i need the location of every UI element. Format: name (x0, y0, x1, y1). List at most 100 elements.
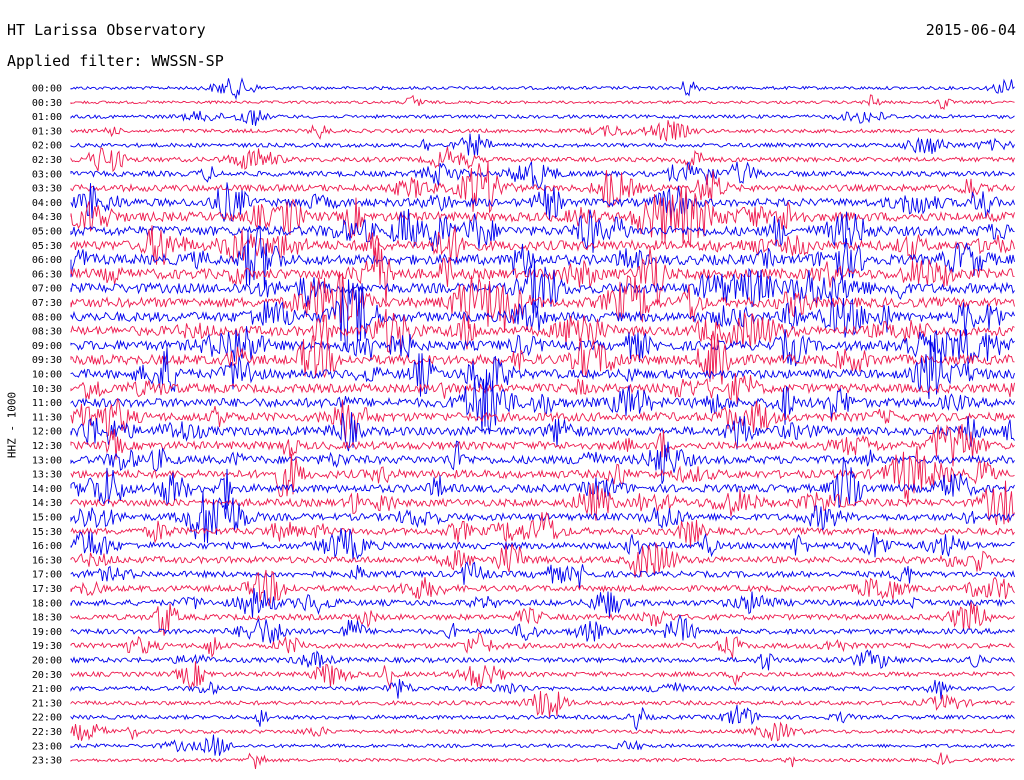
trace-time-label: 10:30 (32, 384, 62, 395)
trace-time-label: 15:30 (32, 527, 62, 538)
trace-time-label: 00:30 (32, 98, 62, 109)
seismic-trace-line (70, 412, 1015, 452)
trace-time-label: 17:00 (32, 570, 62, 581)
seismic-trace-line (70, 225, 1015, 289)
seismic-trace-line (70, 424, 1015, 467)
seismic-trace-line (70, 601, 1015, 636)
seismic-trace-line (70, 308, 1015, 353)
seismic-trace-line (70, 649, 1015, 671)
trace-time-label: 11:30 (32, 412, 62, 423)
trace-time-label: 19:30 (32, 641, 62, 652)
trace-time-label: 04:30 (32, 212, 62, 223)
trace-time-label: 02:30 (32, 155, 62, 166)
trace-time-label: 07:00 (32, 284, 62, 295)
trace-time-label: 01:00 (32, 112, 62, 123)
seismic-trace-line (70, 705, 1015, 731)
seismic-trace-line (70, 561, 1015, 589)
trace-time-label: 10:00 (32, 370, 62, 381)
trace-time-label: 16:00 (32, 541, 62, 552)
seismic-trace-line (70, 480, 1015, 526)
trace-time-label: 20:30 (32, 670, 62, 681)
trace-time-label: 11:00 (32, 398, 62, 409)
seismic-trace-line (70, 326, 1015, 367)
trace-time-label: 05:00 (32, 227, 62, 238)
trace-time-label: 06:30 (32, 269, 62, 280)
seismic-trace-line (70, 632, 1015, 659)
trace-time-label: 09:00 (32, 341, 62, 352)
trace-time-label: 04:00 (32, 198, 62, 209)
seismic-trace-line (70, 528, 1015, 561)
trace-time-label: 13:00 (32, 455, 62, 466)
seismic-trace-line (70, 208, 1015, 253)
seismic-trace-line (70, 161, 1015, 190)
trace-time-label: 05:30 (32, 241, 62, 252)
seismic-trace-line (70, 679, 1015, 700)
trace-time-label: 23:30 (32, 756, 62, 767)
seismic-trace-line (70, 333, 1015, 385)
seismic-trace-line (70, 398, 1015, 442)
trace-time-label: 18:00 (32, 598, 62, 609)
seismic-trace-line (70, 511, 1015, 547)
seismic-trace-line (70, 335, 1015, 400)
seismic-trace-line (70, 225, 1015, 265)
applied-filter: Applied filter: WWSSN-SP (7, 52, 224, 70)
trace-time-label: 07:30 (32, 298, 62, 309)
trace-time-label: 01:30 (32, 126, 62, 137)
seismic-trace-line (70, 373, 1015, 404)
observatory-title: HT Larissa Observatory (7, 21, 206, 39)
trace-time-label: 13:30 (32, 470, 62, 481)
trace-time-label: 14:30 (32, 498, 62, 509)
trace-time-label: 18:30 (32, 613, 62, 624)
seismic-trace-line (70, 588, 1015, 619)
trace-time-label: 00:00 (32, 84, 62, 95)
seismic-trace-line (70, 279, 1015, 352)
trace-time-label: 12:00 (32, 427, 62, 438)
seismic-trace-line (70, 614, 1015, 644)
seismic-trace-line (70, 182, 1015, 222)
trace-time-label: 08:00 (32, 312, 62, 323)
trace-time-label: 17:30 (32, 584, 62, 595)
trace-time-label: 08:30 (32, 327, 62, 338)
trace-time-label: 03:30 (32, 184, 62, 195)
seismic-trace-line (70, 721, 1015, 742)
seismic-trace-line (70, 238, 1015, 304)
seismic-trace-line (70, 458, 1015, 510)
trace-time-label: 19:00 (32, 627, 62, 638)
seismic-trace-line (70, 186, 1015, 247)
trace-time-label: 16:30 (32, 555, 62, 566)
seismic-trace-line (70, 752, 1015, 769)
trace-time-label: 22:30 (32, 727, 62, 738)
seismic-trace-line (70, 77, 1015, 101)
record-date: 2015-06-04 (925, 21, 1016, 39)
trace-time-label: 06:00 (32, 255, 62, 266)
seismic-traces (70, 77, 1015, 769)
trace-time-label: 21:00 (32, 684, 62, 695)
seismic-trace-line (70, 446, 1015, 503)
trace-time-label: 12:30 (32, 441, 62, 452)
seismic-trace-line (70, 133, 1015, 157)
trace-time-label: 02:00 (32, 141, 62, 152)
seismic-trace-line (70, 94, 1015, 110)
trace-time-label: 15:00 (32, 513, 62, 524)
seismic-trace-line (70, 146, 1015, 173)
seismic-trace-line (70, 120, 1015, 142)
seismic-trace-line (70, 110, 1015, 126)
trace-time-label: 20:00 (32, 656, 62, 667)
trace-time-label: 14:00 (32, 484, 62, 495)
time-tick-labels: 00:00 00:30 01:00 01:30 02:00 02:30 03:00 03:30… (32, 84, 62, 767)
seismic-trace-line (70, 690, 1015, 718)
seismic-trace-line (70, 440, 1015, 484)
seismic-trace-line (70, 661, 1015, 690)
seismic-trace-line (70, 734, 1015, 756)
trace-time-label: 23:00 (32, 741, 62, 752)
trace-time-label: 03:00 (32, 169, 62, 180)
seismic-trace-line (70, 271, 1015, 333)
seismic-trace-line (70, 369, 1015, 435)
trace-time-label: 22:00 (32, 713, 62, 724)
trace-time-label: 21:30 (32, 698, 62, 709)
trace-time-label: 09:30 (32, 355, 62, 366)
seismic-trace-line (70, 258, 1015, 318)
seismic-trace-line (70, 569, 1015, 607)
seismic-trace-line (70, 541, 1015, 578)
